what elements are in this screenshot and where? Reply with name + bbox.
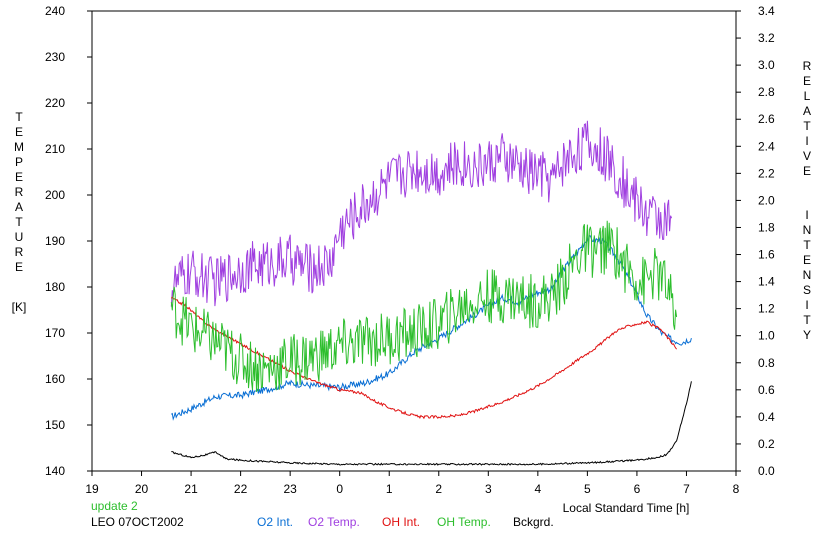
right-tick-label: 1.6 <box>758 248 775 262</box>
left-axis-label-letter: R <box>15 245 24 259</box>
legend-entry: OH Temp. <box>437 515 491 529</box>
right-axis-label-letter: N <box>803 223 812 237</box>
right-axis-label-letter: I <box>805 298 808 312</box>
right-axis-label-letter: N <box>803 268 812 282</box>
left-axis-label-letter: R <box>15 185 24 199</box>
right-axis-label-letter: T <box>803 313 811 327</box>
x-tick-label: 1 <box>386 482 393 496</box>
right-tick-label: 3.4 <box>758 4 775 18</box>
right-tick-label: 2.4 <box>758 139 775 153</box>
x-tick-label: 0 <box>336 482 343 496</box>
series-line <box>170 220 678 392</box>
left-tick-label: 200 <box>45 188 65 202</box>
left-axis-label-letter: P <box>15 155 23 169</box>
right-axis-label-letter: I <box>805 208 808 222</box>
right-tick-label: 0.8 <box>758 356 775 370</box>
left-axis-unit: [K] <box>12 300 27 314</box>
right-tick-label: 0.4 <box>758 410 775 424</box>
right-tick-label: 1.8 <box>758 220 775 234</box>
left-axis-label-letter: E <box>15 170 23 184</box>
left-axis-label-letter: A <box>15 200 23 214</box>
series-layer <box>170 120 692 466</box>
right-axis-label-letter: T <box>803 238 811 252</box>
x-tick-label: 2 <box>435 482 442 496</box>
left-tick-label: 180 <box>45 280 65 294</box>
right-axis-label-letter: E <box>803 74 811 88</box>
left-tick-label: 190 <box>45 234 65 248</box>
right-tick-label: 2.8 <box>758 85 775 99</box>
left-axis-label-letter: E <box>15 125 23 139</box>
right-axis-label-letter: E <box>803 164 811 178</box>
left-axis-label-letter: T <box>15 110 23 124</box>
left-axis-label-letter: U <box>15 230 24 244</box>
right-axis-ticks: 0.0 0.2 0.4 0.6 0.8 1.0 1.2 1.4 1.6 1.8 2.0 2.2 2.4 2… <box>736 4 775 478</box>
right-axis-label-letter: R <box>803 59 812 73</box>
x-axis-ticks: 19 20 21 22 23 0 1 2 3 4 5 6 7 8 <box>85 471 740 496</box>
left-tick-label: 170 <box>45 326 65 340</box>
x-tick-label: 4 <box>535 482 542 496</box>
legend-entry: OH Int. <box>382 515 420 529</box>
left-axis-label-letter: E <box>15 260 23 274</box>
right-axis-label-letter: L <box>804 89 811 103</box>
x-tick-label: 8 <box>733 482 740 496</box>
right-tick-label: 3.0 <box>758 58 775 72</box>
left-tick-label: 230 <box>45 50 65 64</box>
plot-area <box>91 10 737 472</box>
right-axis-label-letter: V <box>803 149 811 163</box>
left-tick-label: 160 <box>45 372 65 386</box>
series-line <box>171 381 692 466</box>
x-axis-label: Local Standard Time [h] <box>563 501 690 515</box>
right-tick-label: 0.6 <box>758 383 775 397</box>
legend-entry: O2 Int. <box>257 515 293 529</box>
site-date: LEO 07OCT2002 <box>91 515 184 529</box>
right-tick-label: 0.2 <box>758 437 775 451</box>
x-tick-label: 3 <box>485 482 492 496</box>
x-tick-label: 21 <box>184 482 198 496</box>
right-axis-label-letter: Y <box>803 328 811 342</box>
right-tick-label: 0.0 <box>758 464 775 478</box>
x-tick-label: 23 <box>283 482 297 496</box>
series-line <box>170 120 673 307</box>
x-tick-label: 19 <box>85 482 99 496</box>
update-note: update 2 <box>91 499 138 513</box>
left-axis-label-letter: T <box>15 215 23 229</box>
x-tick-label: 22 <box>234 482 248 496</box>
right-tick-label: 1.0 <box>758 329 775 343</box>
left-axis-label-letter: M <box>14 140 24 154</box>
left-tick-label: 220 <box>45 96 65 110</box>
right-axis-label-letter: I <box>805 134 808 148</box>
right-axis-label-letter: S <box>803 283 811 297</box>
right-axis-label-letter: A <box>803 104 811 118</box>
left-tick-label: 240 <box>45 4 65 18</box>
right-tick-label: 1.4 <box>758 275 775 289</box>
x-tick-label: 5 <box>584 482 591 496</box>
legend-entry: Bckgrd. <box>513 515 554 529</box>
x-tick-label: 20 <box>135 482 149 496</box>
right-axis-label-letter: T <box>803 119 811 133</box>
left-axis-ticks: 140 150 160 170 180 190 200 210 220 230 240 <box>45 4 92 478</box>
right-tick-label: 1.2 <box>758 302 775 316</box>
x-tick-label: 6 <box>634 482 641 496</box>
legend-entry: O2 Temp. <box>308 515 360 529</box>
right-tick-label: 2.2 <box>758 166 775 180</box>
left-tick-label: 150 <box>45 418 65 432</box>
left-tick-label: 140 <box>45 464 65 478</box>
left-tick-label: 210 <box>45 142 65 156</box>
x-tick-label: 7 <box>683 482 690 496</box>
right-tick-label: 2.6 <box>758 112 775 126</box>
right-axis-label-letter: E <box>803 253 811 267</box>
right-tick-label: 3.2 <box>758 31 775 45</box>
right-tick-label: 2.0 <box>758 193 775 207</box>
legend: O2 Int. O2 Temp. OH Int. OH Temp. Bckgrd. <box>257 515 554 529</box>
